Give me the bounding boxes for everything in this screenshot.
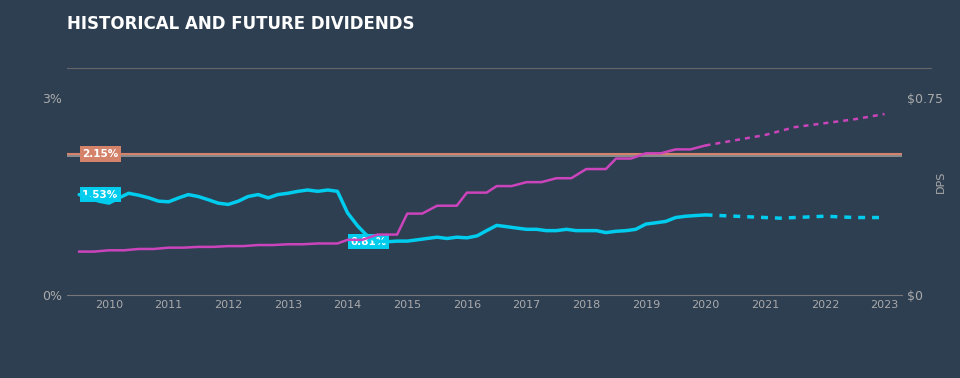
Text: 2.15%: 2.15% [83,149,118,159]
Text: HISTORICAL AND FUTURE DIVIDENDS: HISTORICAL AND FUTURE DIVIDENDS [67,15,415,33]
Text: 1.53%: 1.53% [83,190,118,200]
Text: DPS: DPS [936,170,946,193]
Text: 0.81%: 0.81% [350,237,387,247]
